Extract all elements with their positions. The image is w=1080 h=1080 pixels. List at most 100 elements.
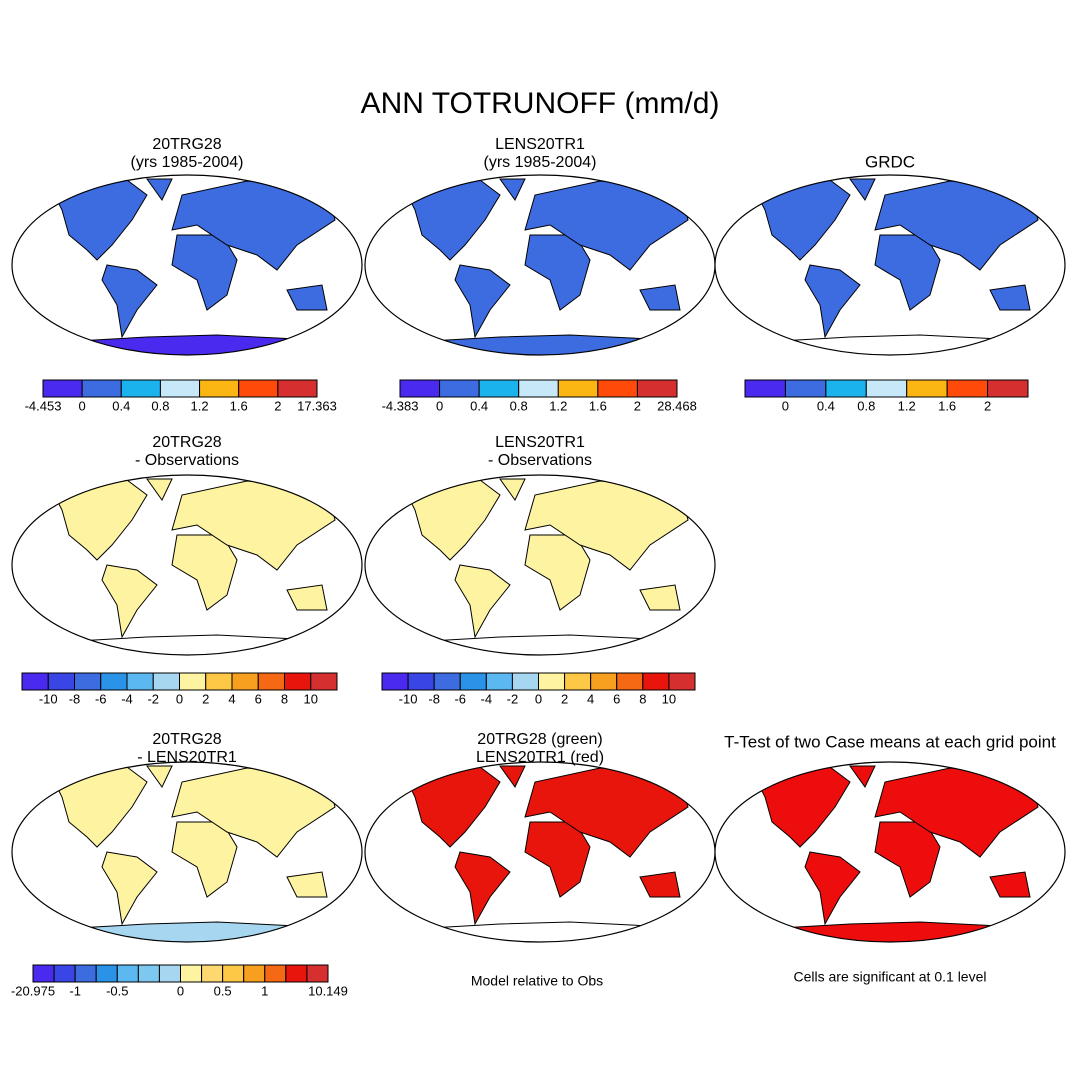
colorbar-label: -10 [39, 691, 58, 706]
colorbar-box [81, 379, 122, 398]
colorbar-label: 0.4 [817, 398, 835, 413]
colorbar-label: 28.468 [657, 398, 697, 413]
continent [754, 766, 851, 848]
colorbar-label: 0 [436, 398, 443, 413]
continent [524, 480, 689, 571]
panel-title: 20TRG28 [152, 136, 221, 153]
map-panel [364, 474, 716, 656]
continent [51, 766, 148, 848]
colorbar-label: 10 [662, 691, 676, 706]
continent [286, 584, 328, 611]
colorbar-box [564, 672, 592, 691]
colorbar-label: 2 [561, 691, 568, 706]
colorbar-label: 1 [261, 983, 268, 998]
colorbar-box [825, 379, 867, 398]
continent [524, 180, 689, 271]
continent [849, 178, 876, 201]
panel-title: LENS20TR1 (red) [476, 749, 604, 766]
map-border [11, 174, 363, 356]
colorbar-label: -8 [69, 691, 81, 706]
map-land [404, 478, 689, 655]
colorbar-label: -20.975 [11, 983, 55, 998]
colorbar-label: 2 [984, 398, 991, 413]
colorbar-label: -8 [428, 691, 440, 706]
colorbar-box [511, 672, 540, 691]
continent [404, 766, 501, 848]
panel-title: - LENS20TR1 [137, 749, 237, 766]
colorbar-box [159, 379, 201, 398]
colorbar-box [158, 964, 182, 983]
map-panel [11, 174, 363, 356]
continent [101, 564, 158, 639]
colorbar-label: 10.149 [308, 983, 348, 998]
continent [51, 479, 148, 561]
colorbar-label: 10 [304, 691, 318, 706]
colorbar-label: 2 [202, 691, 209, 706]
continent [754, 179, 851, 261]
colorbar-box [310, 672, 338, 691]
colorbar-label: 17.363 [297, 398, 337, 413]
colorbar-box [946, 379, 989, 398]
colorbar-label: -4 [481, 691, 493, 706]
colorbar-label: 2 [274, 398, 281, 413]
map-border [714, 761, 1066, 943]
continent [51, 179, 148, 261]
continent [171, 180, 336, 271]
continent [499, 478, 526, 501]
map-border [11, 474, 363, 656]
colorbar-box [199, 379, 240, 398]
continent [989, 871, 1031, 898]
colorbar-label: -6 [454, 691, 466, 706]
colorbar-label: 0 [177, 983, 184, 998]
colorbar-box [205, 672, 233, 691]
colorbar-box [137, 964, 160, 983]
colorbar-box [180, 964, 203, 983]
continent [804, 851, 861, 926]
continent [874, 180, 1039, 271]
map-panel [714, 761, 1066, 943]
continent [499, 178, 526, 201]
colorbar-box [784, 379, 827, 398]
colorbar-box [987, 379, 1029, 398]
panel-title: (yrs 1985-2004) [484, 154, 597, 171]
colorbar-label: 0 [535, 691, 542, 706]
colorbar-label: -0.5 [106, 983, 128, 998]
colorbar-box [381, 672, 409, 691]
panel-title: 20TRG28 [152, 731, 221, 748]
colorbar-label: 0.8 [151, 398, 169, 413]
colorbar-label: 8 [281, 691, 288, 706]
colorbar-label: -6 [95, 691, 107, 706]
colorbar-label: 0.4 [112, 398, 130, 413]
colorbar-label: 1.6 [230, 398, 248, 413]
colorbar-label: 1.2 [191, 398, 209, 413]
colorbar-box [590, 672, 618, 691]
colorbar-box [116, 964, 139, 983]
continent [804, 264, 861, 339]
colorbar-box [597, 379, 638, 398]
colorbar-box [47, 672, 75, 691]
colorbar-box [32, 964, 55, 983]
colorbar-box [152, 672, 180, 691]
colorbar-label: 8 [639, 691, 646, 706]
colorbar-box [126, 672, 154, 691]
colorbar-box [744, 379, 786, 398]
map-border [364, 474, 716, 656]
colorbar-box [459, 672, 487, 691]
colorbar-box [668, 672, 696, 691]
colorbar-box [636, 379, 678, 398]
map-panel [364, 761, 716, 943]
colorbar-label: 0.8 [857, 398, 875, 413]
colorbar-box [257, 672, 285, 691]
continent [454, 264, 511, 339]
colorbar-box [642, 672, 670, 691]
colorbar-box [120, 379, 161, 398]
colorbar-box [518, 379, 559, 398]
panel-title: LENS20TR1 [495, 434, 585, 451]
colorbar-box [306, 964, 329, 983]
continent [171, 767, 336, 858]
colorbar-box [284, 672, 312, 691]
colorbar-box [201, 964, 224, 983]
continent [101, 851, 158, 926]
colorbar-label: 0.5 [214, 983, 232, 998]
